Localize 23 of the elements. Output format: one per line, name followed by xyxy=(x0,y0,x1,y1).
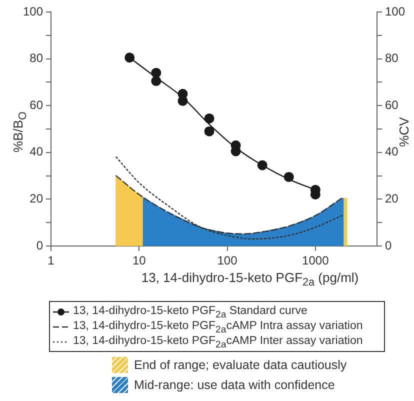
y-tick-label: 40 xyxy=(30,144,44,159)
legend-label: 13, 14-dihydro-15-keto PGF$_{2a}$cAMP Inter assay variation xyxy=(73,334,363,350)
y-tick-label: 60 xyxy=(30,98,44,112)
x-tick-label: 10 xyxy=(132,254,146,268)
x-tick-label: 1000 xyxy=(302,254,330,268)
y2-tick-label: 80 xyxy=(385,51,399,66)
x-axis-title: 13, 14-dihydro-15-keto PGF$_{2a}$ (pg/ml) xyxy=(140,270,360,289)
y-tick-label: 0 xyxy=(36,238,44,252)
y2-axis-title: %CV xyxy=(396,117,412,147)
x-tick-label: 1 xyxy=(48,254,55,268)
y2-tick-label: 20 xyxy=(385,192,399,206)
legend-label: Mid-range: use data with confidence xyxy=(134,378,335,392)
x-tick-label: 100 xyxy=(217,254,238,268)
y2-tick-label: 60 xyxy=(385,98,399,112)
legend-label: 13, 14-dihydro-15-keto PGF$_{2a}$cAMP Intra assay variation xyxy=(73,319,363,336)
y2-tick-label: 40 xyxy=(385,144,399,159)
legend-label: End of range; evaluate data cautiously xyxy=(134,358,347,372)
y-tick-label: 80 xyxy=(30,51,44,66)
y-tick-label: 100 xyxy=(22,4,44,18)
y2-tick-label: 100 xyxy=(385,4,406,18)
legend-label: 13, 14-dihydro-15-keto PGF$_{2a}$ Standard curve xyxy=(73,304,308,320)
y2-tick-label: 0 xyxy=(385,238,392,252)
y-tick-label: 20 xyxy=(30,192,44,206)
